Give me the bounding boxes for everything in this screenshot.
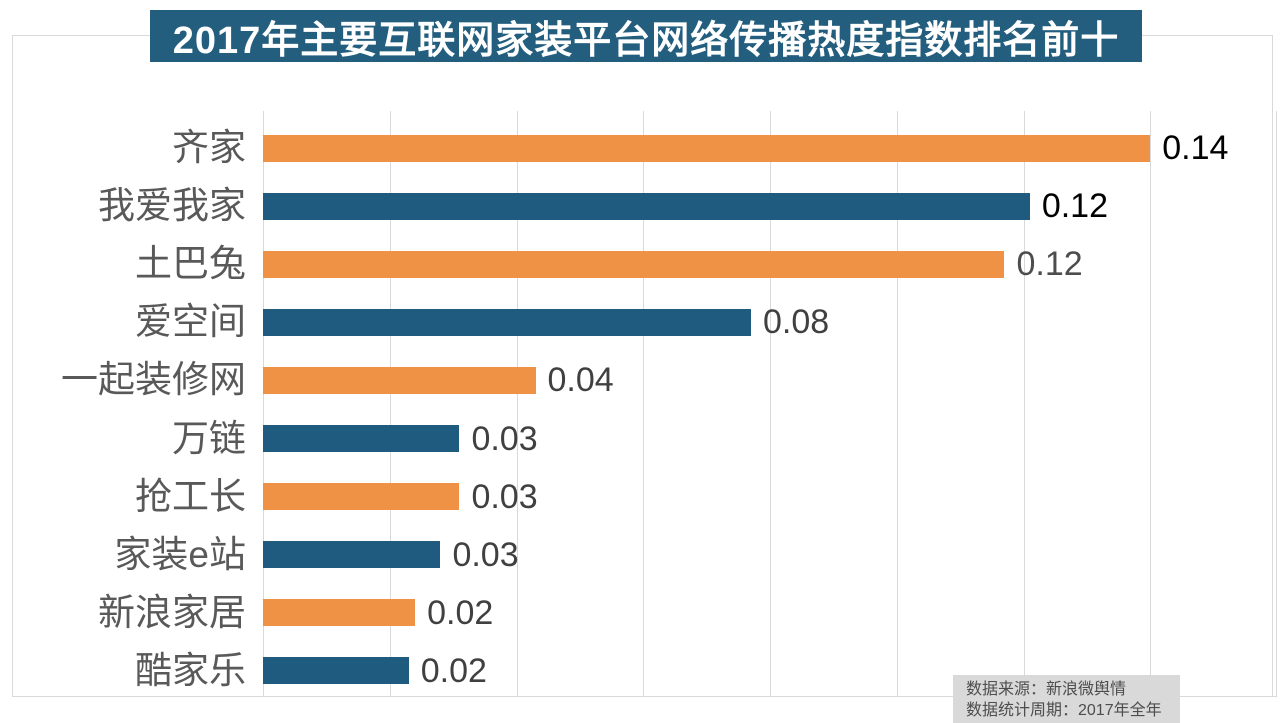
category-label: 爱空间 <box>135 301 246 343</box>
gridline <box>1150 111 1152 696</box>
bar <box>263 599 416 627</box>
category-label: 土巴兔 <box>135 243 246 285</box>
bar <box>263 192 1030 220</box>
bar <box>263 483 460 511</box>
bar-track: 0.03 <box>263 409 1277 467</box>
bar-track: 0.04 <box>263 351 1277 409</box>
category-label: 我爱我家 <box>98 185 246 227</box>
category-label: 新浪家居 <box>98 591 246 633</box>
bar <box>263 134 1151 162</box>
category-label: 齐家 <box>172 127 246 169</box>
bar-row: 酷家乐 0.02 <box>26 642 1277 700</box>
bar-track: 0.02 <box>263 642 1277 700</box>
bar <box>263 308 751 336</box>
gridline <box>770 111 771 696</box>
bar <box>263 425 460 453</box>
chart-container: 齐家 0.14 我爱我家 0.12 土巴兔 0.12 爱空间 0.08 一起装修… <box>12 35 1277 697</box>
bar-row: 一起装修网 0.04 <box>26 351 1277 409</box>
bar-track: 0.14 <box>263 119 1277 177</box>
category-label: 酷家乐 <box>135 649 246 691</box>
bar-row: 土巴兔 0.12 <box>26 235 1277 293</box>
category-label: 抢工长 <box>135 475 246 517</box>
gridline <box>263 111 264 696</box>
bar-row: 我爱我家 0.12 <box>26 177 1277 235</box>
value-label: 0.12 <box>1041 187 1109 226</box>
value-label: 0.02 <box>427 593 494 632</box>
footer-note: 数据来源：新浪微舆情 数据统计周期：2017年全年 <box>953 675 1180 723</box>
plot-area: 齐家 0.14 我爱我家 0.12 土巴兔 0.12 爱空间 0.08 一起装修… <box>26 119 1277 700</box>
gridline <box>389 111 391 696</box>
gridline <box>516 111 518 696</box>
value-label: 0.12 <box>1016 245 1083 284</box>
value-label: 0.03 <box>471 419 538 458</box>
bar <box>263 657 409 685</box>
gridline <box>1276 111 1277 696</box>
bar-track: 0.03 <box>263 526 1277 584</box>
value-label: 0.14 <box>1162 129 1229 168</box>
bar-track: 0.12 <box>263 235 1277 293</box>
bar-row: 万链 0.03 <box>26 409 1277 467</box>
bar-row: 家装e站 0.03 <box>26 526 1277 584</box>
category-label: 一起装修网 <box>61 359 246 401</box>
bar <box>263 366 536 394</box>
bar <box>263 541 441 569</box>
bar-row: 齐家 0.14 <box>26 119 1277 177</box>
bar-track: 0.02 <box>263 584 1277 642</box>
value-label: 0.03 <box>471 477 538 516</box>
footer-source: 数据来源：新浪微舆情 <box>966 681 1127 698</box>
bar-row: 抢工长 0.03 <box>26 468 1277 526</box>
value-label: 0.02 <box>420 651 487 690</box>
bar-row: 新浪家居 0.02 <box>26 584 1277 642</box>
gridline <box>643 111 645 696</box>
value-label: 0.04 <box>547 361 614 400</box>
bar-track: 0.12 <box>263 177 1277 235</box>
category-label: 家装e站 <box>114 533 246 575</box>
bar <box>263 250 1005 278</box>
bar-track: 0.03 <box>263 468 1277 526</box>
category-label: 万链 <box>172 417 246 459</box>
gridline <box>1023 111 1025 696</box>
gridlines <box>263 111 1277 697</box>
footer-period: 数据统计周期：2017年全年 <box>966 702 1162 719</box>
value-label: 0.08 <box>762 303 830 342</box>
bar-track: 0.08 <box>263 293 1277 351</box>
bar-row: 爱空间 0.08 <box>26 293 1277 351</box>
chart-title: 2017年主要互联网家装平台网络传播热度指数排名前十 <box>150 10 1142 62</box>
gridline <box>896 111 898 696</box>
value-label: 0.03 <box>452 535 519 574</box>
